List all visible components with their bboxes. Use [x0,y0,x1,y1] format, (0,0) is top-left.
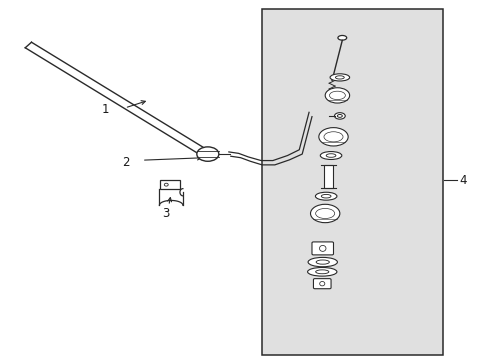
Ellipse shape [319,282,324,286]
Ellipse shape [325,88,349,103]
Ellipse shape [320,152,341,159]
Ellipse shape [310,204,339,223]
Ellipse shape [318,128,347,146]
Ellipse shape [337,114,342,117]
Ellipse shape [307,257,337,267]
Ellipse shape [307,267,336,276]
Ellipse shape [321,194,330,198]
Ellipse shape [196,147,218,161]
Ellipse shape [325,154,335,157]
Ellipse shape [329,74,349,81]
Bar [261,9,442,355]
Ellipse shape [335,76,344,79]
Ellipse shape [164,183,168,186]
Bar [160,180,180,189]
Ellipse shape [337,36,346,40]
Text: 1: 1 [101,103,109,116]
FancyBboxPatch shape [311,242,333,255]
Text: 2: 2 [122,156,130,168]
Ellipse shape [334,113,345,119]
Ellipse shape [319,246,325,251]
Ellipse shape [315,192,336,200]
FancyBboxPatch shape [313,279,330,289]
Ellipse shape [315,270,328,274]
Bar [323,165,333,188]
Text: 4: 4 [459,174,467,186]
Text: 3: 3 [162,207,170,220]
Ellipse shape [315,260,329,264]
